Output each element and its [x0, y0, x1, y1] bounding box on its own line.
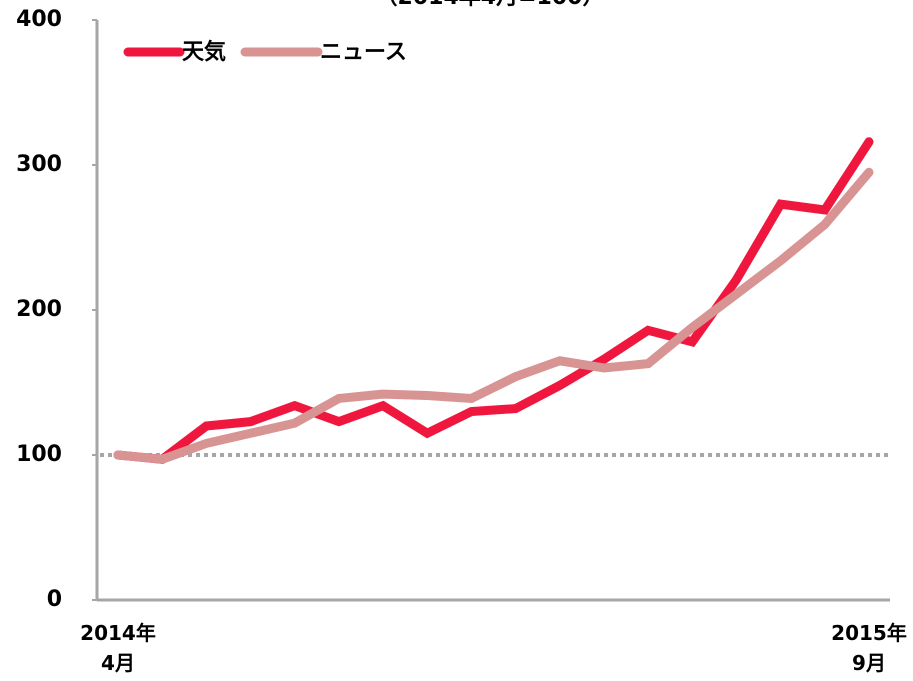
- y-tick-label: 200: [16, 297, 62, 322]
- series-line: [113, 137, 874, 465]
- series-line: [113, 167, 874, 464]
- x-tick-label: 2015年 9月: [831, 621, 907, 675]
- y-tick-label: 300: [16, 152, 62, 177]
- x-tick-label: 2014年 4月: [80, 621, 156, 675]
- legend-label: ニュース: [320, 40, 407, 65]
- y-tick-label: 400: [16, 7, 62, 32]
- y-tick-label: 100: [16, 442, 62, 467]
- legend-label: 天気: [182, 39, 226, 65]
- y-tick-label: 0: [47, 587, 62, 612]
